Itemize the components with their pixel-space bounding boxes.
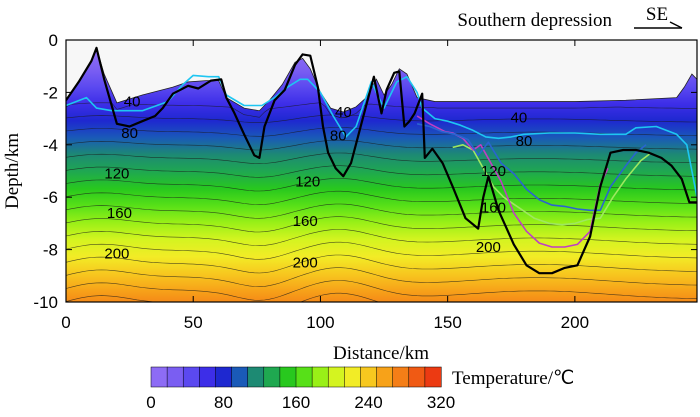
- y-tick-label: -2: [43, 83, 58, 102]
- colorbar-swatch: [392, 366, 410, 388]
- isotherm-label: 120: [295, 173, 320, 190]
- colorbar-tick-label: 0: [146, 393, 155, 412]
- isotherm-line: [66, 203, 697, 219]
- y-tick-label: -10: [33, 293, 58, 312]
- x-axis: 0 50 100 150 200: [61, 40, 589, 332]
- isotherm-label: 40: [335, 104, 352, 121]
- colorbar-swatch: [166, 366, 184, 388]
- isotherm-line: [66, 178, 697, 192]
- isotherm-line: [66, 267, 697, 288]
- isotherm-labels: 40 80 120 160 200 40 80 120 160 200 40 80 120 160 200: [104, 94, 532, 272]
- colorbar-swatch: [376, 366, 394, 388]
- isotherm-label: 160: [481, 200, 506, 217]
- colorbar-swatch: [231, 366, 249, 388]
- colorbar-label: Temperature/℃: [452, 368, 574, 389]
- isotherm-label: 40: [511, 109, 528, 126]
- colorbar-swatch: [424, 366, 442, 388]
- isotherm-line: [66, 165, 697, 178]
- y-tick-label: -4: [43, 136, 58, 155]
- y-tick-label: -6: [43, 188, 58, 207]
- temperature-colorbar: 0 80 160 240 320: [146, 366, 455, 412]
- series-line: [416, 123, 647, 212]
- isotherm-label: 80: [121, 125, 138, 142]
- isotherm-label: 160: [107, 205, 132, 222]
- isotherm-label: 80: [330, 128, 347, 145]
- x-tick-label: 0: [61, 313, 70, 332]
- colorbar-swatch: [408, 366, 426, 388]
- isotherm-line: [66, 229, 697, 247]
- colorbar-swatch: [360, 366, 378, 388]
- x-tick-label: 50: [184, 313, 203, 332]
- series-line: [66, 46, 697, 275]
- isotherm-label: 200: [293, 255, 318, 272]
- colorbar-swatch: [199, 366, 216, 388]
- isotherm-line: [66, 114, 697, 123]
- x-axis-label: Distance/km: [333, 343, 429, 364]
- x-tick-label: 150: [433, 313, 461, 332]
- chart-title: Southern depression: [457, 10, 612, 31]
- colorbar-swatch: [311, 366, 329, 388]
- isotherm-line: [66, 152, 697, 165]
- data-series: [66, 46, 697, 275]
- direction-label: SE: [646, 4, 668, 25]
- isotherm-line: [66, 102, 697, 119]
- isotherm-line: [66, 190, 697, 206]
- isotherm-label: 200: [476, 239, 501, 256]
- plot-frame: [65, 39, 698, 303]
- colorbar-swatch: [150, 366, 168, 388]
- colorbar-tick-label: 80: [214, 393, 233, 412]
- y-tick-label: 0: [49, 31, 58, 50]
- isotherm-label: 40: [124, 94, 141, 111]
- colorbar-tick-label: 240: [354, 393, 382, 412]
- colorbar-swatch: [344, 366, 361, 388]
- colorbar-swatch: [295, 366, 313, 388]
- y-tick-label: -8: [43, 241, 58, 260]
- y-axis: 0 -2 -4 -6 -8 -10: [33, 31, 697, 312]
- isotherm-label: 120: [104, 166, 129, 183]
- colorbar-tick-label: 160: [282, 393, 310, 412]
- colorbar-swatch: [182, 366, 200, 388]
- x-tick-label: 100: [306, 313, 334, 332]
- isotherm-line: [66, 241, 697, 260]
- isotherm-line: [66, 280, 697, 301]
- isotherm-label: 120: [481, 163, 506, 180]
- direction-arrow: [634, 21, 683, 29]
- colorbar-swatch: [327, 366, 345, 388]
- isotherm-label: 80: [516, 133, 533, 150]
- isotherm-line: [66, 139, 697, 151]
- series-line: [66, 74, 697, 198]
- isotherm-line: [66, 254, 697, 274]
- y-axis-label: Depth/km: [2, 133, 23, 209]
- temperature-field: [66, 47, 697, 302]
- isotherm-label: 160: [293, 213, 318, 230]
- series-line: [452, 144, 652, 226]
- colorbar-tick-label: 320: [427, 393, 455, 412]
- isotherm-label: 200: [104, 246, 129, 263]
- colorbar-swatch: [247, 366, 265, 388]
- colorbar-swatch: [279, 366, 297, 388]
- colorbar-swatch: [263, 366, 281, 388]
- colorbar-swatch: [215, 366, 233, 388]
- x-tick-label: 200: [561, 313, 589, 332]
- isotherm-line: [66, 306, 697, 328]
